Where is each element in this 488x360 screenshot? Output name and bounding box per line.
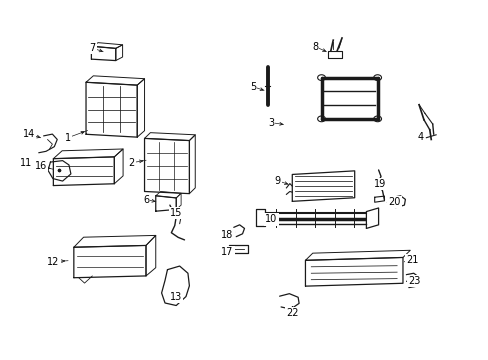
Text: 17: 17 [221, 247, 233, 257]
Text: 5: 5 [250, 82, 256, 92]
Text: 19: 19 [373, 179, 386, 189]
Text: 2: 2 [128, 158, 134, 168]
Text: 8: 8 [311, 42, 318, 51]
Text: 9: 9 [274, 176, 280, 186]
Text: 21: 21 [406, 255, 418, 265]
Text: 18: 18 [221, 230, 233, 239]
Text: 6: 6 [142, 195, 149, 205]
Text: 1: 1 [65, 133, 71, 143]
Text: 3: 3 [268, 118, 274, 128]
Text: 14: 14 [23, 129, 35, 139]
Text: 13: 13 [170, 292, 182, 302]
Text: 7: 7 [89, 43, 95, 53]
Text: 15: 15 [170, 208, 182, 218]
Text: 10: 10 [264, 215, 277, 224]
Text: 4: 4 [417, 132, 423, 142]
Text: 22: 22 [285, 309, 298, 318]
Text: 11: 11 [20, 158, 32, 168]
Text: 16: 16 [35, 161, 47, 171]
Text: 23: 23 [407, 276, 420, 286]
Text: 20: 20 [387, 197, 400, 207]
Text: 12: 12 [47, 257, 60, 267]
